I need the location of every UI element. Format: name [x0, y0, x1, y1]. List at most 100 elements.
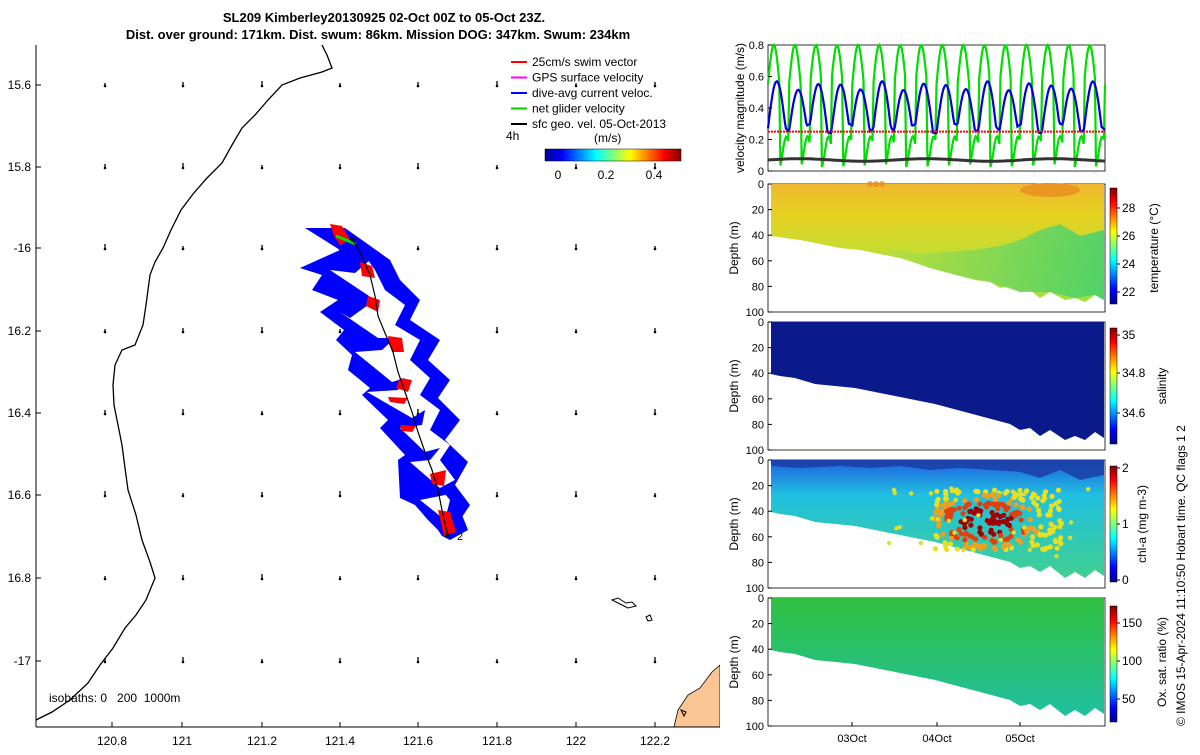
current-vector-head: [338, 166, 342, 170]
temperature-deep-field: [880, 224, 1104, 300]
current-vector-head: [181, 166, 185, 170]
chla-sample-dot: [1002, 490, 1008, 496]
chla-sample-dot: [934, 488, 940, 494]
current-vector-head: [103, 84, 107, 88]
current-vector-head: [653, 330, 657, 334]
chla-sample-dot: [940, 531, 946, 538]
chla-sample-dot: [1055, 505, 1061, 511]
track-start-label: 6: [350, 233, 356, 245]
chla-sample-dot: [954, 535, 960, 541]
chla-sample-dot: [1006, 522, 1013, 529]
oxygen-ylabel: Depth (m): [727, 635, 741, 688]
chla-sample-dot: [1068, 535, 1073, 540]
chla-sample-dot: [936, 521, 942, 527]
temperature-cbar-label: temperature (°C): [1147, 203, 1161, 293]
depth-tick-label: 60: [752, 532, 764, 544]
chla-sample-dot: [1034, 542, 1040, 548]
velocity-y-tick-label: 0.2: [749, 135, 764, 147]
chla-cbar-label: chl-a (mg m-3): [1135, 485, 1149, 563]
velocity-y-tick-label: 0.4: [749, 103, 764, 115]
current-vector-head: [653, 577, 657, 581]
current-vector-head: [574, 247, 578, 251]
dive-avg-current-area: [345, 228, 470, 520]
chla-sample-dot: [961, 521, 968, 527]
chla-sample-dot: [1013, 502, 1019, 508]
colorbar-tick-label: 35: [1122, 328, 1136, 342]
current-vector-head: [653, 412, 657, 416]
chla-sample-dot: [1015, 537, 1021, 543]
chla-sample-dot: [1027, 516, 1033, 523]
chla-sample-dot: [897, 525, 903, 530]
chla-sample-dot: [1054, 554, 1059, 559]
velocity-y-tick-label: 0: [758, 166, 764, 178]
chla-surface-low: [771, 460, 1104, 480]
chla-sample-dot: [1058, 541, 1064, 547]
map-colorbar-tick: 0.2: [598, 168, 615, 182]
map-x-tick-label: 121.8: [482, 734, 512, 748]
salinity-panel: 0 20 40 60 80 100 34.6 34.8 35 Depth (m) salini…: [727, 317, 1169, 457]
depth-tick-label: 100: [746, 445, 764, 457]
chla-sample-dot: [942, 540, 948, 546]
chla-sample-dot: [1010, 489, 1015, 494]
colorbar-tick-label: 1: [1122, 517, 1129, 531]
chla-sample-dot: [970, 547, 976, 553]
chla-sample-dot: [988, 529, 994, 535]
temperature-colorbar: [1109, 187, 1118, 305]
imos-side-note: © IMOS 15-Apr-2024 11:10:50 Hobart time.…: [1174, 425, 1188, 726]
depth-tick-label: 20: [752, 619, 764, 631]
map-axes: 120.8 121 121.2 121.4 121.6 121.8 122 122.2 15.…: [8, 45, 720, 748]
current-vector-head: [260, 166, 264, 170]
map-colorbar-ticks: 0 0.2 0.4: [555, 168, 663, 182]
current-vector-head: [574, 166, 578, 170]
legend-label: net glider velocity: [532, 102, 625, 116]
depth-tick-label: 20: [752, 481, 764, 493]
net-glider-velocity-line: [766, 42, 1107, 168]
current-vector-head: [495, 247, 499, 251]
depth-tick-label: 0: [758, 593, 764, 605]
depth-tick-label: 0: [758, 455, 764, 467]
chla-sample-dot: [1045, 512, 1051, 518]
chla-sample-dot: [998, 537, 1004, 543]
current-vector-head: [574, 660, 578, 664]
chla-sample-dot: [1047, 544, 1053, 550]
time-tick-label: 04Oct: [922, 733, 951, 745]
current-vector-head: [103, 577, 107, 581]
chla-sample-dot: [1029, 539, 1035, 545]
oxygen-x-ticks: 03Oct 04Oct 05Oct: [837, 722, 1035, 745]
chla-sample-dot: [886, 540, 892, 546]
salinity-ylabel: Depth (m): [727, 359, 741, 412]
current-vector-head: [338, 577, 342, 581]
current-vector-head: [103, 412, 107, 416]
depth-tick-label: 80: [752, 695, 764, 707]
depth-tick-label: 40: [752, 506, 764, 518]
chla-sample-dot: [939, 502, 946, 508]
map-y-tick-label: 16.4: [8, 406, 32, 420]
chla-sample-dot: [984, 518, 990, 524]
chla-sample-dot: [949, 486, 954, 491]
current-vector-head: [181, 412, 185, 416]
velocity-ylabel: velocity magnitude (m/s): [733, 43, 747, 173]
chla-sample-dot: [1006, 542, 1012, 548]
current-vector-head: [574, 84, 578, 88]
map-y-tick-label: 16.6: [8, 488, 32, 502]
chla-sample-dot: [961, 547, 966, 553]
current-vector-head: [338, 330, 342, 334]
chla-sample-dot: [1001, 544, 1007, 550]
depth-tick-label: 100: [746, 583, 764, 595]
chla-sample-dot: [990, 520, 996, 526]
current-vector-head: [653, 494, 657, 498]
chla-sample-dot: [1020, 497, 1026, 503]
chla-sample-dot: [957, 489, 962, 495]
depth-tick-label: 0: [758, 317, 764, 329]
chla-sample-dot: [1006, 500, 1012, 506]
current-vector-head: [181, 577, 185, 581]
chla-sample-dot: [1047, 527, 1053, 533]
depth-tick-label: 80: [752, 557, 764, 569]
chla-sample-dot: [960, 510, 966, 517]
current-vector-head: [574, 577, 578, 581]
chla-sample-dot: [1022, 491, 1027, 497]
chla-sample-dot: [953, 497, 958, 503]
depth-tick-label: 20: [752, 205, 764, 217]
colorbar-units: (m/s): [594, 131, 621, 145]
